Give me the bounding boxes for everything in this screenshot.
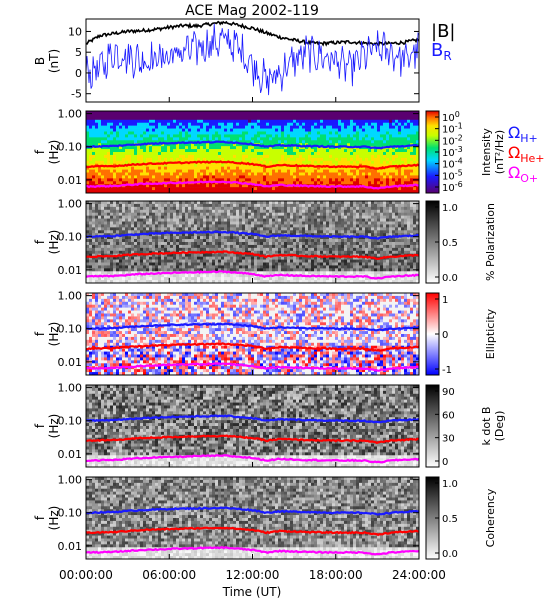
polarization-ylabel-unit: (Hz) <box>47 230 61 255</box>
intensity-colorbar-tick: 100 <box>442 110 460 124</box>
intensity-ytick-label: 0.10 <box>58 141 83 154</box>
field-ytick-label: 10 <box>68 25 82 38</box>
coherency-colorbar-label: Coherency <box>484 488 497 547</box>
polarization-ylabel-f: f <box>33 239 47 244</box>
polarization-ytick-label: 0.10 <box>58 231 83 244</box>
polarization-gyro-oplus-line <box>85 270 420 280</box>
ellipticity-colorbar-label: Ellipticity <box>484 308 497 359</box>
total-field-line <box>86 20 419 48</box>
kdotb-colorbar-tick: 30 <box>442 434 455 445</box>
kdotb-colorbar-tick: 60 <box>442 410 455 421</box>
intensity-colorbar-label: Intensity <box>480 128 493 176</box>
legend-gyro-hplus: ΩH+ <box>508 123 538 145</box>
ellipticity-gyro-hplus-line <box>85 322 420 332</box>
polarization-ytick-label: 1.00 <box>58 198 83 211</box>
polarization-colorbar-tick: 0.5 <box>442 238 458 249</box>
field-ylabel-unit: (nT) <box>47 49 61 73</box>
kdotb-ytick-label: 1.00 <box>58 382 83 395</box>
x-tick-label: 24:00:00 <box>392 568 446 582</box>
figure-title: ACE Mag 2002-119 <box>185 3 319 19</box>
coherency-ylabel-unit: (Hz) <box>47 506 61 531</box>
intensity-colorbar-tick: 10-2 <box>442 133 463 147</box>
intensity-colorbar-tick: 10-5 <box>442 168 463 182</box>
coherency-ylabel-f: f <box>33 515 47 520</box>
x-tick-label: 00:00:00 <box>59 568 113 582</box>
intensity-ylabel-unit: (Hz) <box>47 140 61 165</box>
gyrofrequency-legend: ΩH+ΩHe+ΩO+ <box>508 123 545 185</box>
intensity-colorbar-tick: 10-3 <box>442 145 463 159</box>
polarization-colorbar-label: % Polarization <box>484 203 497 281</box>
kdotb-colorbar-label: k dot B <box>480 407 493 446</box>
ellipticity-ytick-label: 1.00 <box>58 290 83 303</box>
field-ytick-label: 0 <box>75 67 82 80</box>
intensity-gyro-oplus-line <box>85 180 420 190</box>
ellipticity-ylabel-f: f <box>33 331 47 336</box>
kdotb-colorbar-tick: 90 <box>442 387 455 398</box>
ellipticity-colorbar-tick: 1 <box>442 295 448 306</box>
coherency-gyro-heplus-line <box>85 526 420 537</box>
polarization-colorbar-tick: 0.0 <box>442 273 458 284</box>
ellipticity-ylabel-unit: (Hz) <box>47 322 61 347</box>
ellipticity-panel: 1.00 0.10 0.01 f (Hz) 1 0 -1 Ellipticity <box>33 290 497 376</box>
intensity-colorbar-tick: 10-1 <box>442 122 463 136</box>
kdotb-ylabel-unit: (Hz) <box>47 414 61 439</box>
coherency-gyro-oplus-line <box>85 546 420 556</box>
coherency-colorbar-tick: 0.5 <box>442 514 458 525</box>
x-tick-label: 06:00:00 <box>142 568 196 582</box>
intensity-colorbar-tick: 10-6 <box>442 180 463 194</box>
intensity-colorbar-tick: 10-4 <box>442 157 463 171</box>
legend-gyro-heplus: ΩHe+ <box>508 143 545 165</box>
x-axis-label: Time (UT) <box>222 585 282 599</box>
legend-gyro-oplus: ΩO+ <box>508 163 538 185</box>
intensity-panel: 1.00 0.10 0.01 f (Hz) 10010-110-210-310-410-5… <box>33 108 506 194</box>
coherency-gyro-hplus-line <box>85 506 420 516</box>
field-ylabel-b: B <box>33 57 47 65</box>
intensity-ylabel-f: f <box>33 149 47 154</box>
x-tick-label: 18:00:00 <box>309 568 363 582</box>
radial-field-line <box>86 23 419 96</box>
ellipticity-ytick-label: 0.10 <box>58 323 83 336</box>
kdotb-colorbar-tick: 0 <box>442 457 448 468</box>
coherency-panel: 1.00 0.10 0.01 f (Hz) 1.0 0.5 0.0 Coherency <box>33 474 497 560</box>
kdotb-gyro-oplus-line <box>85 454 420 464</box>
kdotb-ylabel-f: f <box>33 423 47 428</box>
polarization-colorbar-tick: 1.0 <box>442 203 458 214</box>
intensity-ytick-label: 0.01 <box>58 174 83 187</box>
ellipticity-colorbar-tick: 0 <box>442 330 448 341</box>
polarization-ytick-label: 0.01 <box>58 264 83 277</box>
kdotb-ytick-label: 0.10 <box>58 415 83 428</box>
intensity-ytick-label: 1.00 <box>58 108 83 121</box>
intensity-colorbar-label-unit: (nT²/Hz) <box>493 130 506 174</box>
ellipticity-gyro-oplus-line <box>85 362 420 372</box>
polarization-gyro-hplus-line <box>85 230 420 240</box>
ellipticity-gyro-heplus-line <box>85 342 420 352</box>
field-ytick-label: 5 <box>75 46 82 59</box>
coherency-colorbar-tick: 0.0 <box>442 549 458 560</box>
kdotb-ytick-label: 0.01 <box>58 448 83 461</box>
kdotb-gyro-hplus-line <box>85 414 420 424</box>
field-panel: 10 5 0 -5 B (nT) |B| BR <box>33 18 455 103</box>
coherency-ytick-label: 0.01 <box>58 540 83 553</box>
legend-total-field: |B| <box>431 21 455 42</box>
x-tick-label: 12:00:00 <box>226 568 280 582</box>
kdotb-colorbar-label-unit: (Deg) <box>493 411 506 442</box>
polarization-gyro-heplus-line <box>85 250 420 261</box>
polarization-panel: 1.00 0.10 0.01 f (Hz) 1.0 0.5 0.0 % Polarization <box>33 198 497 284</box>
ellipticity-ytick-label: 0.01 <box>58 356 83 369</box>
coherency-colorbar-tick: 1.0 <box>442 479 458 490</box>
kdotb-colorbar <box>425 384 440 468</box>
legend-radial-field: BR <box>431 40 452 63</box>
field-ytick-label: -5 <box>71 88 82 101</box>
ellipticity-colorbar-tick: -1 <box>442 365 452 376</box>
intensity-gyro-hplus-line <box>85 140 419 150</box>
kdotb-panel: 1.00 0.10 0.01 f (Hz) 90 60 30 0 k dot B (Deg) <box>33 382 506 468</box>
coherency-ytick-label: 0.10 <box>58 507 83 520</box>
kdotb-gyro-heplus-line <box>85 434 420 444</box>
intensity-gyro-heplus-line <box>85 160 420 170</box>
coherency-ytick-label: 1.00 <box>58 474 83 487</box>
